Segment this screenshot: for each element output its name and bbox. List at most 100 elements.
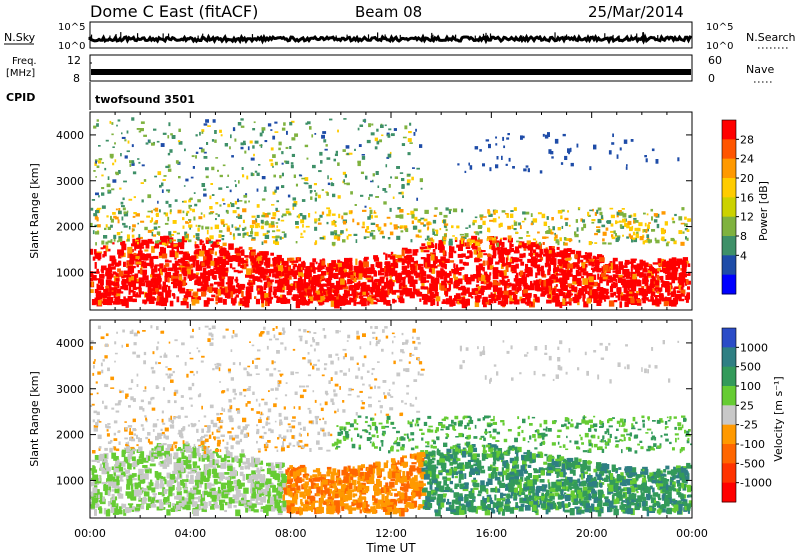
power-echo-cell	[300, 279, 304, 285]
power-echo-cell	[642, 240, 645, 245]
power-echo-cell	[303, 182, 308, 184]
power-echo-cell	[399, 226, 402, 229]
cpid-label: CPID	[6, 91, 35, 104]
power-echo-cell	[101, 174, 104, 177]
velocity-echo-cell	[592, 492, 598, 499]
power-echo-cell	[582, 293, 586, 299]
velocity-echo-cell	[213, 472, 219, 478]
power-echo-cell	[178, 141, 183, 145]
power-echo-cell	[315, 267, 319, 270]
power-echo-cell	[340, 278, 345, 285]
power-echo-cell	[597, 218, 602, 224]
power-echo-cell	[229, 263, 233, 269]
power-echo-cell	[293, 201, 298, 205]
power-echo-cell	[420, 257, 426, 260]
power-echo-cell	[332, 296, 338, 301]
power-echo-cell	[393, 226, 398, 230]
power-echo-cell	[162, 132, 167, 135]
power-echo-cell	[376, 299, 382, 302]
power-echo-cell	[237, 286, 242, 294]
power-echo-cell	[596, 267, 601, 273]
velocity-echo-cell	[172, 492, 175, 496]
velocity-echo-cell	[192, 461, 198, 466]
power-echo-cell	[651, 299, 658, 306]
velocity-echo-cell	[683, 502, 686, 507]
power-echo-cell	[163, 212, 166, 215]
power-echo-cell	[492, 239, 497, 244]
power-echo-cell	[269, 296, 274, 300]
power-echo-cell	[308, 271, 312, 278]
power-echo-cell	[115, 208, 118, 211]
power-echo-cell	[132, 228, 135, 232]
power-echo-cell	[258, 164, 261, 166]
power-echo-cell	[106, 183, 111, 188]
power-echo-cell	[439, 247, 444, 253]
power-echo-cell	[197, 281, 203, 286]
power-echo-cell	[515, 272, 519, 279]
power-echo-cell	[214, 281, 220, 285]
power-echo-cell	[309, 190, 312, 194]
power-echo-cell	[540, 281, 545, 288]
velocity-echo-cell	[429, 483, 433, 490]
power-echo-cell	[328, 273, 335, 278]
power-echo-cell	[647, 224, 650, 229]
power-echo-cell	[560, 162, 564, 165]
power-echo-cell	[555, 300, 561, 307]
power-echo-cell	[287, 194, 291, 198]
power-echo-cell	[191, 299, 196, 306]
power-echo-cell	[453, 250, 457, 254]
power-echo-cell	[98, 286, 104, 291]
power-echo-cell	[295, 241, 298, 244]
power-echo-cell	[103, 251, 107, 257]
power-echo-cell	[366, 236, 370, 238]
power-echo-cell	[617, 236, 620, 239]
power-echo-cell	[588, 292, 595, 299]
power-echo-cell	[671, 277, 676, 284]
power-echo-cell	[245, 286, 250, 290]
power-colorbar-segment	[722, 120, 736, 140]
power-echo-cell	[392, 298, 395, 304]
velocity-echo-cell	[141, 476, 147, 479]
power-echo-cell	[341, 261, 348, 267]
power-echo-cell	[311, 276, 316, 280]
power-echo-cell	[337, 259, 341, 264]
power-echo-cell	[321, 288, 325, 294]
power-echo-cell	[100, 283, 104, 287]
power-echo-cell	[576, 277, 582, 284]
velocity-echo-cell	[277, 479, 281, 483]
power-echo-cell	[118, 270, 124, 277]
power-echo-cell	[125, 301, 129, 308]
power-echo-cell	[103, 235, 108, 239]
power-echo-cell	[200, 148, 205, 153]
power-echo-cell	[96, 268, 99, 273]
power-echo-cell	[618, 210, 622, 213]
power-echo-cell	[124, 155, 128, 159]
power-echo-cell	[661, 211, 666, 215]
power-echo-cell	[482, 260, 486, 266]
power-echo-cell	[651, 230, 654, 232]
power-echo-cell	[259, 268, 263, 272]
power-echo-cell	[647, 239, 653, 243]
power-echo-cell	[217, 169, 219, 172]
power-echo-cell	[337, 129, 339, 133]
power-echo-cell	[169, 210, 172, 215]
velocity-echo-cell	[119, 506, 122, 514]
power-echo-cell	[202, 267, 207, 275]
freq-unit-label: [MHz]	[6, 68, 35, 79]
power-echo-cell	[188, 219, 192, 221]
power-echo-cell	[447, 280, 453, 284]
power-echo-cell	[350, 191, 353, 195]
power-echo-cell	[576, 250, 582, 256]
power-echo-cell	[555, 278, 561, 282]
power-echo-cell	[501, 155, 503, 160]
power-echo-cell	[535, 240, 538, 245]
power-echo-cell	[387, 133, 391, 138]
power-echo-cell	[212, 119, 216, 123]
power-echo-cell	[354, 204, 357, 206]
power-echo-cell	[169, 234, 175, 236]
power-echo-cell	[668, 299, 675, 307]
velocity-echo-cell	[216, 465, 222, 468]
power-echo-cell	[638, 290, 642, 296]
power-echo-cell	[96, 165, 100, 169]
power-echo-cell	[253, 278, 256, 285]
